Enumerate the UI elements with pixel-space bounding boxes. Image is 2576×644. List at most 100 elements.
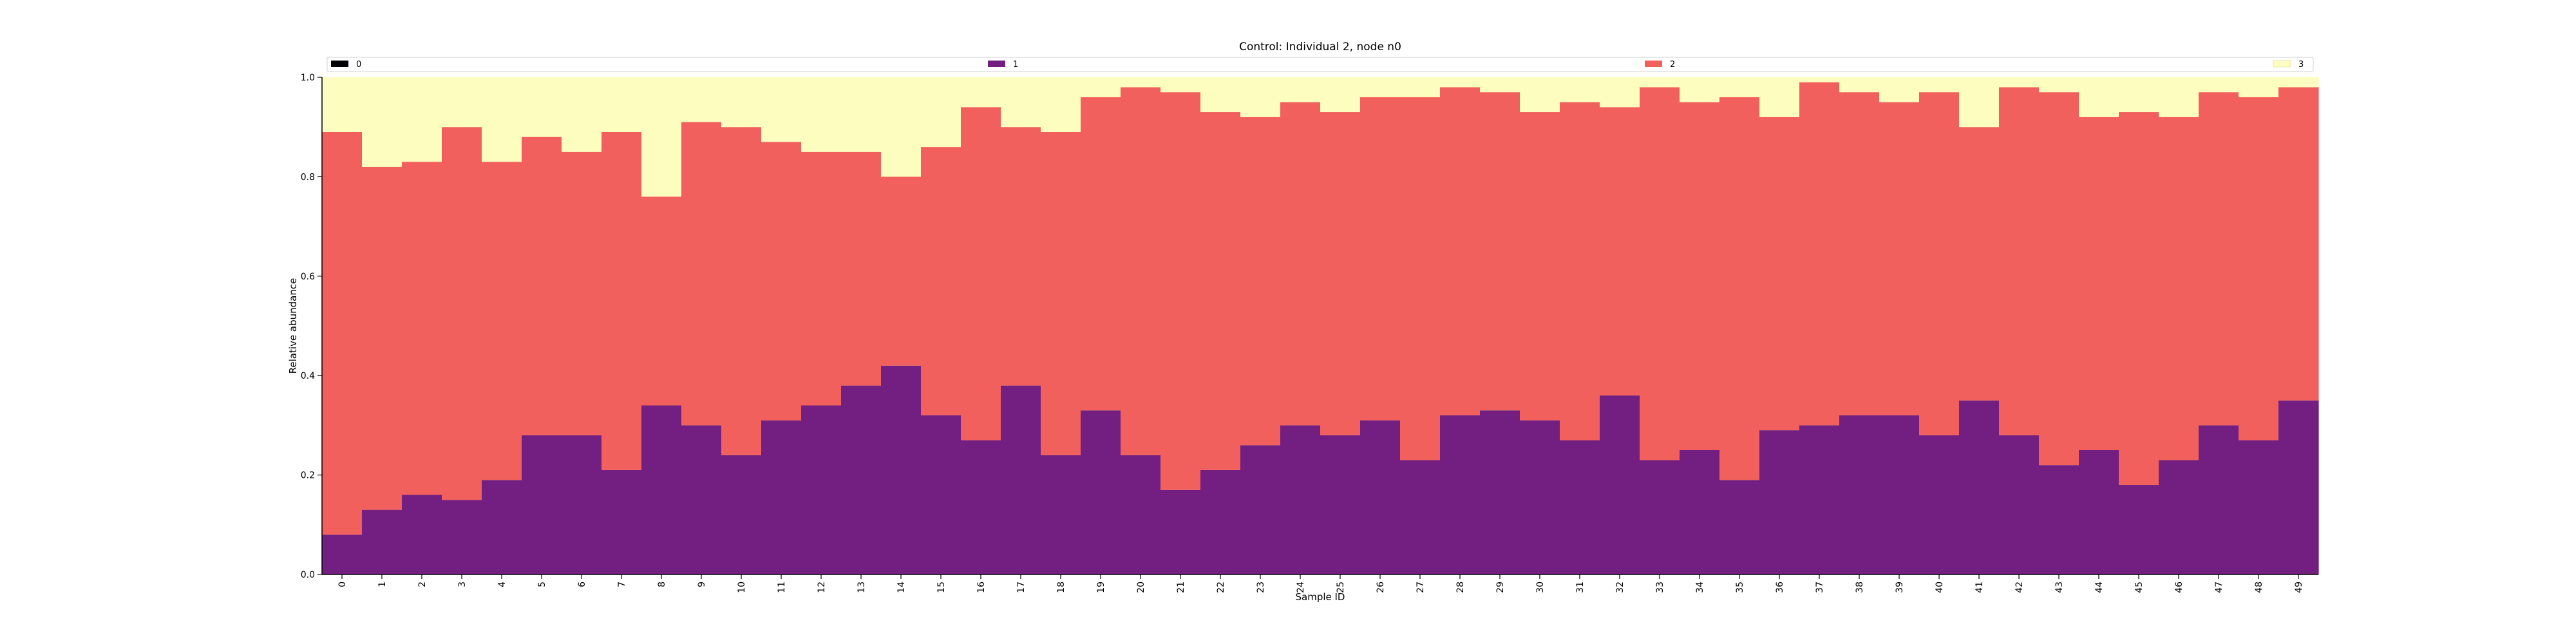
bar-segment-s1-21 [1160, 489, 1201, 574]
bar-segment-s1-30 [1520, 420, 1560, 574]
bar-segment-s3-19 [1081, 77, 1121, 97]
bar-segment-s1-34 [1680, 450, 1720, 574]
legend-swatch-3 [2273, 60, 2291, 68]
bar-segment-s2-27 [1400, 97, 1441, 460]
x-tick-label: 17 [1016, 582, 1027, 593]
x-tick-label: 29 [1495, 582, 1506, 593]
x-tick-label: 8 [657, 582, 667, 587]
chart-title: Control: Individual 2, node n0 [1239, 41, 1401, 53]
bar-segment-s2-21 [1160, 92, 1201, 490]
bar-segment-s3-33 [1640, 77, 1680, 88]
x-tick-label: 41 [1975, 582, 1985, 593]
bar-segment-s2-4 [482, 162, 522, 480]
bar-segment-s1-15 [921, 415, 961, 574]
bar-segment-s1-26 [1360, 420, 1401, 574]
bar-segment-s2-3 [442, 127, 482, 500]
bar-segment-s3-40 [1919, 77, 1960, 93]
bar-segment-s2-31 [1560, 102, 1600, 440]
bar-segment-s2-48 [2239, 97, 2279, 440]
y-axis-ticks: 0.0 0.2 0.4 0.6 0.8 1.0 [301, 73, 322, 580]
bar-segment-s1-6 [562, 435, 602, 574]
x-tick-label: 6 [577, 582, 587, 587]
bar-segment-s3-22 [1200, 77, 1241, 113]
bar-segment-s2-0 [322, 131, 363, 535]
bar-segment-s1-45 [2119, 485, 2159, 574]
x-tick-label: 48 [2254, 582, 2264, 593]
x-tick-label: 39 [1895, 582, 1905, 593]
bar-segment-s3-21 [1160, 77, 1201, 93]
y-tick-label: 1.0 [301, 73, 315, 83]
x-tick-label: 19 [1096, 582, 1106, 593]
bar-segment-s3-37 [1799, 77, 1840, 82]
x-tick-label: 7 [617, 582, 627, 587]
bar-segment-s2-25 [1320, 112, 1361, 435]
bar-segment-s3-17 [1001, 77, 1041, 128]
x-tick-label: 20 [1136, 582, 1146, 593]
bar-segment-s1-17 [1001, 385, 1041, 574]
bar-segment-s2-33 [1640, 87, 1680, 460]
bar-segment-s3-25 [1320, 77, 1361, 113]
x-tick-label: 14 [896, 582, 907, 593]
bar-segment-s3-35 [1719, 77, 1760, 97]
bar-segment-s3-36 [1759, 77, 1800, 117]
bar-segment-s3-6 [562, 77, 602, 152]
x-tick-label: 45 [2134, 582, 2145, 593]
legend-label-1: 1 [1013, 60, 1018, 70]
bar-segment-s2-23 [1240, 117, 1281, 446]
bar-segment-s1-16 [961, 440, 1001, 574]
bar-segment-s3-41 [1959, 77, 2000, 128]
bar-segment-s3-49 [2278, 77, 2319, 88]
bar-segment-s1-0 [322, 535, 363, 574]
bar-segment-s1-37 [1799, 425, 1840, 574]
bar-segment-s3-4 [482, 77, 522, 162]
bar-segment-s3-26 [1360, 77, 1401, 97]
bar-segment-s1-14 [881, 365, 922, 574]
bar-segment-s1-48 [2239, 440, 2279, 574]
bar-segment-s1-44 [2079, 450, 2119, 574]
bar-segment-s2-12 [801, 151, 842, 406]
bar-segment-s1-2 [402, 495, 442, 574]
y-axis-label: Relative abundance [287, 278, 299, 374]
bar-segment-s1-39 [1879, 415, 1920, 574]
bar-segment-s3-44 [2079, 77, 2119, 117]
y-tick-label: 0.6 [301, 272, 315, 282]
bar-segment-s2-28 [1440, 87, 1481, 415]
bar-segment-s3-23 [1240, 77, 1281, 117]
bar-segment-s2-32 [1600, 107, 1640, 396]
x-tick-label: 11 [777, 582, 787, 593]
bar-segment-s2-5 [522, 137, 562, 435]
x-tick-label: 23 [1256, 582, 1266, 593]
bar-segment-s2-13 [841, 151, 882, 386]
bar-segment-s3-13 [841, 77, 882, 152]
bar-segment-s2-1 [362, 166, 402, 510]
x-tick-label: 18 [1056, 582, 1066, 593]
x-tick-label: 46 [2174, 582, 2184, 593]
bar-segment-s3-10 [721, 77, 762, 128]
x-tick-label: 37 [1815, 582, 1825, 593]
bar-segment-s1-29 [1480, 410, 1520, 574]
bar-segment-s3-42 [1999, 77, 2040, 88]
x-tick-label: 40 [1935, 582, 1945, 593]
bar-segment-s3-24 [1280, 77, 1321, 102]
bar-segment-s3-14 [881, 77, 922, 177]
legend-label-3: 3 [2298, 60, 2304, 70]
bar-segment-s3-9 [681, 77, 722, 122]
bar-segment-s1-19 [1081, 410, 1121, 574]
bar-segment-s1-22 [1200, 469, 1241, 574]
x-tick-label: 34 [1695, 582, 1705, 593]
bar-segment-s3-15 [921, 77, 961, 147]
legend-label-0: 0 [356, 60, 361, 70]
bar-segment-s1-25 [1320, 435, 1361, 574]
bar-segment-s2-45 [2119, 112, 2159, 486]
bar-segment-s3-30 [1520, 77, 1560, 113]
bar-segment-s2-38 [1839, 92, 1880, 415]
bar-segment-s1-33 [1640, 460, 1680, 574]
bar-segment-s3-5 [522, 77, 562, 137]
x-tick-label: 22 [1216, 582, 1226, 593]
y-tick-label: 0.2 [301, 471, 315, 481]
x-tick-label: 9 [697, 582, 707, 587]
x-tick-label: 27 [1416, 582, 1426, 593]
bar-segment-s3-8 [641, 77, 682, 197]
bar-segment-s3-3 [442, 77, 482, 128]
